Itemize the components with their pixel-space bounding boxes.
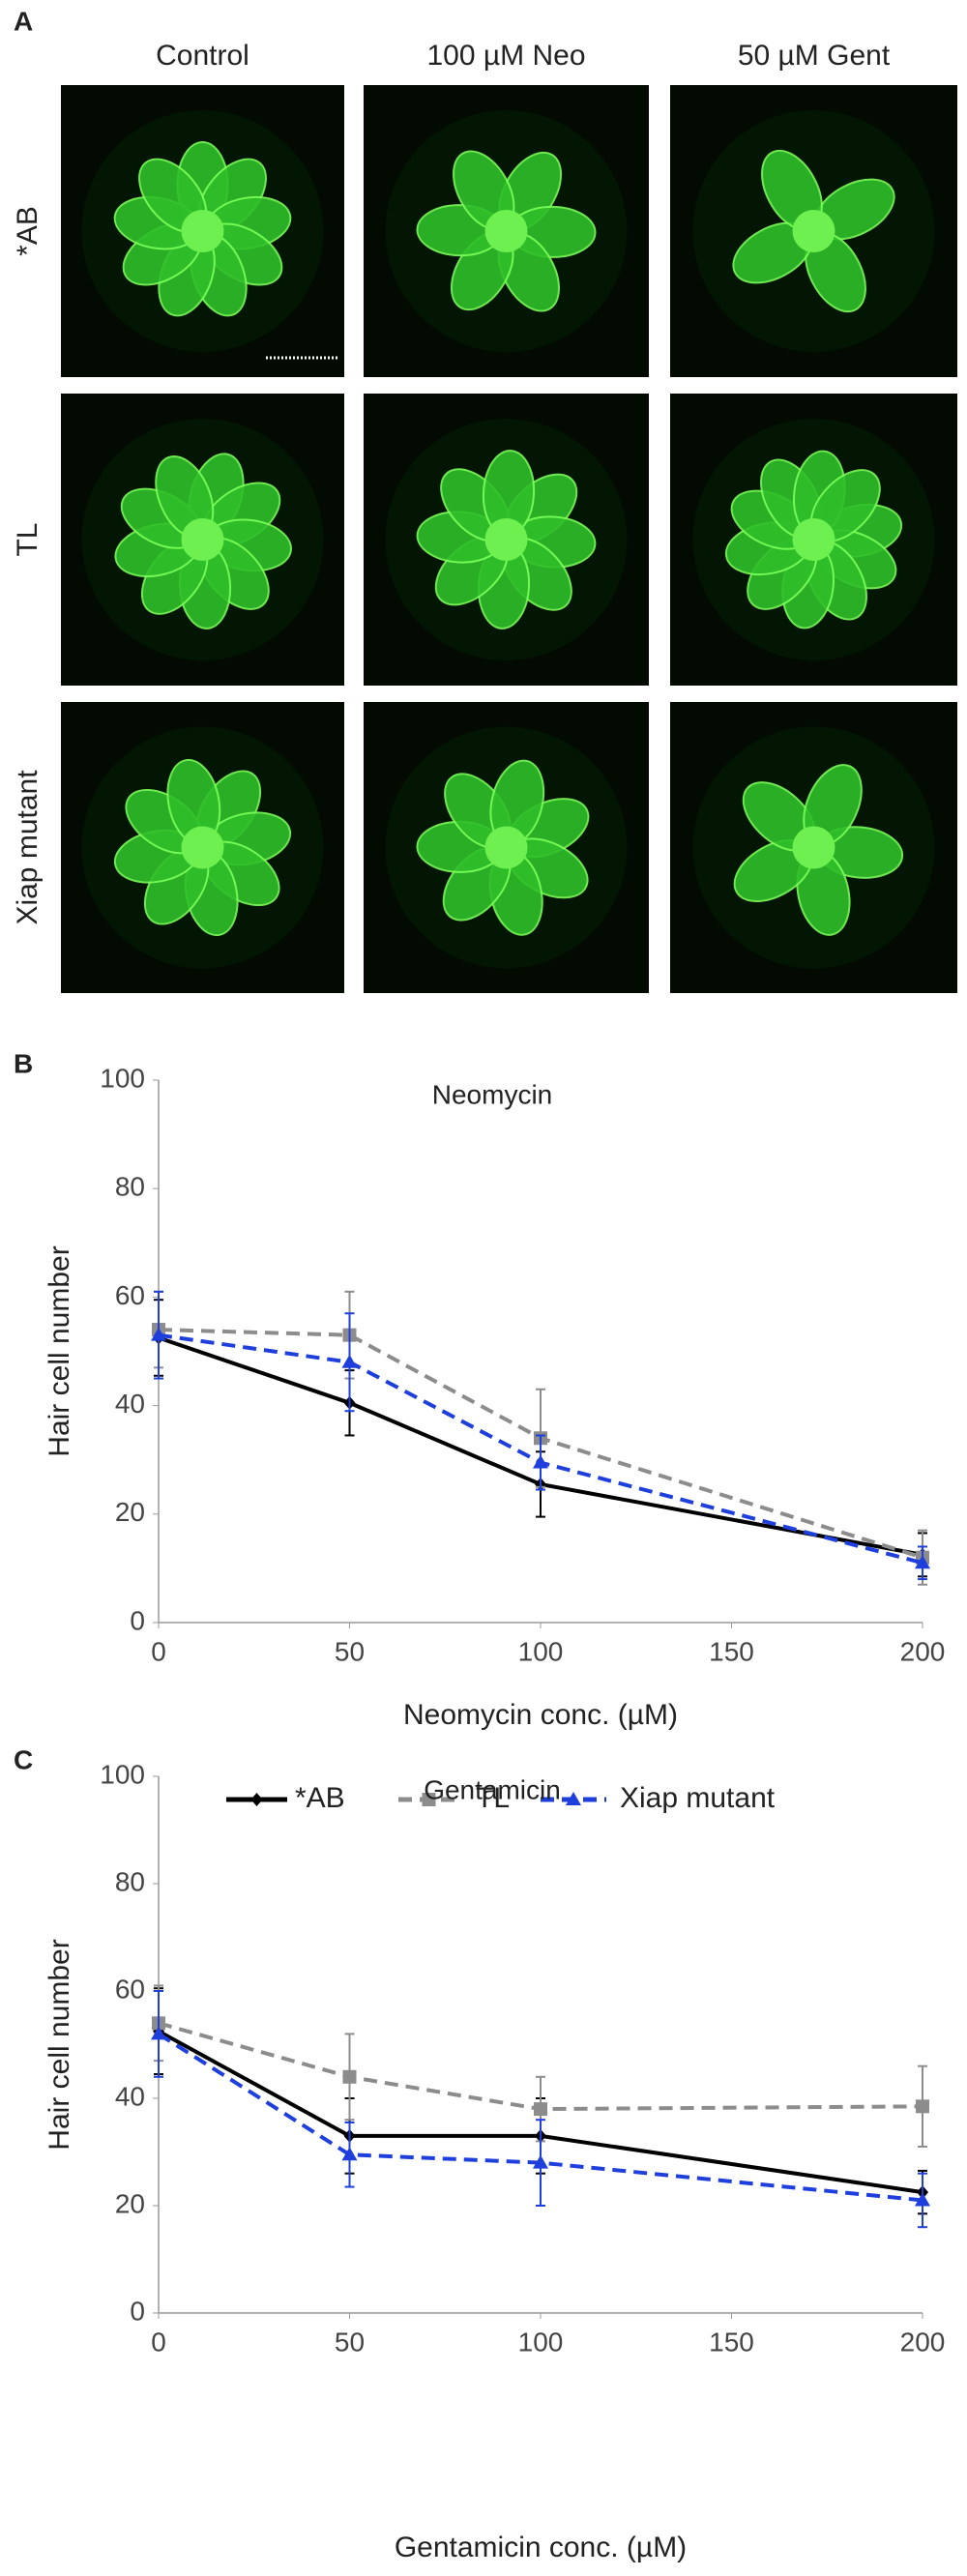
column-header: Control <box>156 40 249 72</box>
hair-cell-center <box>181 518 224 561</box>
x-tick-label: 200 <box>900 2327 946 2356</box>
y-tick-label: 80 <box>115 1172 145 1202</box>
hair-cells <box>416 450 597 629</box>
series-line <box>158 1328 923 1560</box>
marker <box>341 2147 358 2161</box>
y-axis-label: Hair cell number <box>44 1245 75 1456</box>
chart-title: Neomycin <box>432 1079 552 1109</box>
series-line <box>157 2032 923 2203</box>
marker <box>250 1793 263 1806</box>
hair-cells <box>113 141 292 317</box>
hair-cell-center <box>484 518 528 561</box>
x-tick-label: 0 <box>151 2327 166 2356</box>
series-line <box>158 1335 923 1557</box>
hair-cell-center <box>484 826 528 869</box>
x-axis-label: Gentamicin conc. (µM) <box>395 2532 687 2563</box>
y-tick-label: 40 <box>115 2081 145 2111</box>
series-line <box>158 2029 923 2195</box>
hair-cell-center <box>484 210 528 252</box>
y-tick-label: 60 <box>115 1280 145 1310</box>
y-tick-label: 80 <box>115 1866 145 1896</box>
y-tick-label: 20 <box>115 2188 145 2218</box>
legend-label: *AB <box>295 1782 345 1814</box>
marker <box>533 2154 548 2169</box>
hair-cells <box>416 150 597 312</box>
chart-title: Gentamicin <box>424 1774 561 1804</box>
series-line <box>158 2021 923 2112</box>
x-tick-label: 150 <box>709 2327 754 2356</box>
marker <box>915 2192 930 2207</box>
row-label: TL <box>12 522 44 556</box>
row-label: *AB <box>12 206 44 256</box>
y-tick-label: 100 <box>100 1759 145 1789</box>
marker <box>566 1792 581 1805</box>
hair-cells <box>732 149 895 313</box>
legend-label: TL <box>476 1782 510 1814</box>
x-tick-label: 100 <box>518 2327 564 2356</box>
marker <box>915 1555 930 1569</box>
marker <box>341 1354 358 1368</box>
x-axis-label: Neomycin conc. (µM) <box>403 1699 678 1731</box>
column-header: 50 µM Gent <box>738 40 891 72</box>
x-tick-label: 150 <box>709 1636 754 1666</box>
hair-cells <box>733 764 904 936</box>
x-tick-label: 200 <box>900 1636 946 1666</box>
y-axis-label: Hair cell number <box>44 1939 75 2150</box>
y-tick-label: 60 <box>115 1974 145 2004</box>
y-tick-label: 0 <box>130 1605 145 1635</box>
x-tick-label: 100 <box>518 1636 564 1666</box>
panel-label: A <box>14 6 33 36</box>
marker <box>422 1793 436 1806</box>
panel-label: B <box>14 1048 33 1078</box>
column-header: 100 µM Neo <box>426 40 585 72</box>
marker <box>916 2099 929 2114</box>
marker <box>151 2026 166 2040</box>
x-tick-label: 50 <box>335 1636 365 1666</box>
y-tick-label: 0 <box>130 2296 145 2326</box>
hair-cells <box>113 758 292 937</box>
marker <box>342 2069 357 2084</box>
marker <box>151 1327 166 1341</box>
y-tick-label: 100 <box>100 1063 145 1093</box>
x-tick-label: 50 <box>335 2327 365 2356</box>
row-label: Xiap mutant <box>12 770 44 925</box>
hair-cell-center <box>792 518 835 561</box>
marker <box>533 1454 548 1469</box>
y-tick-label: 20 <box>115 1497 145 1527</box>
hair-cell-center <box>792 210 835 252</box>
y-tick-label: 40 <box>115 1389 145 1419</box>
hair-cell-center <box>181 210 224 252</box>
hair-cell-center <box>181 826 224 869</box>
hair-cell-center <box>792 826 835 869</box>
panel-label: C <box>14 1744 33 1774</box>
series-line <box>158 1332 923 1566</box>
marker <box>534 2102 547 2117</box>
x-tick-label: 0 <box>151 1636 166 1666</box>
legend-label: Xiap mutant <box>620 1782 776 1814</box>
